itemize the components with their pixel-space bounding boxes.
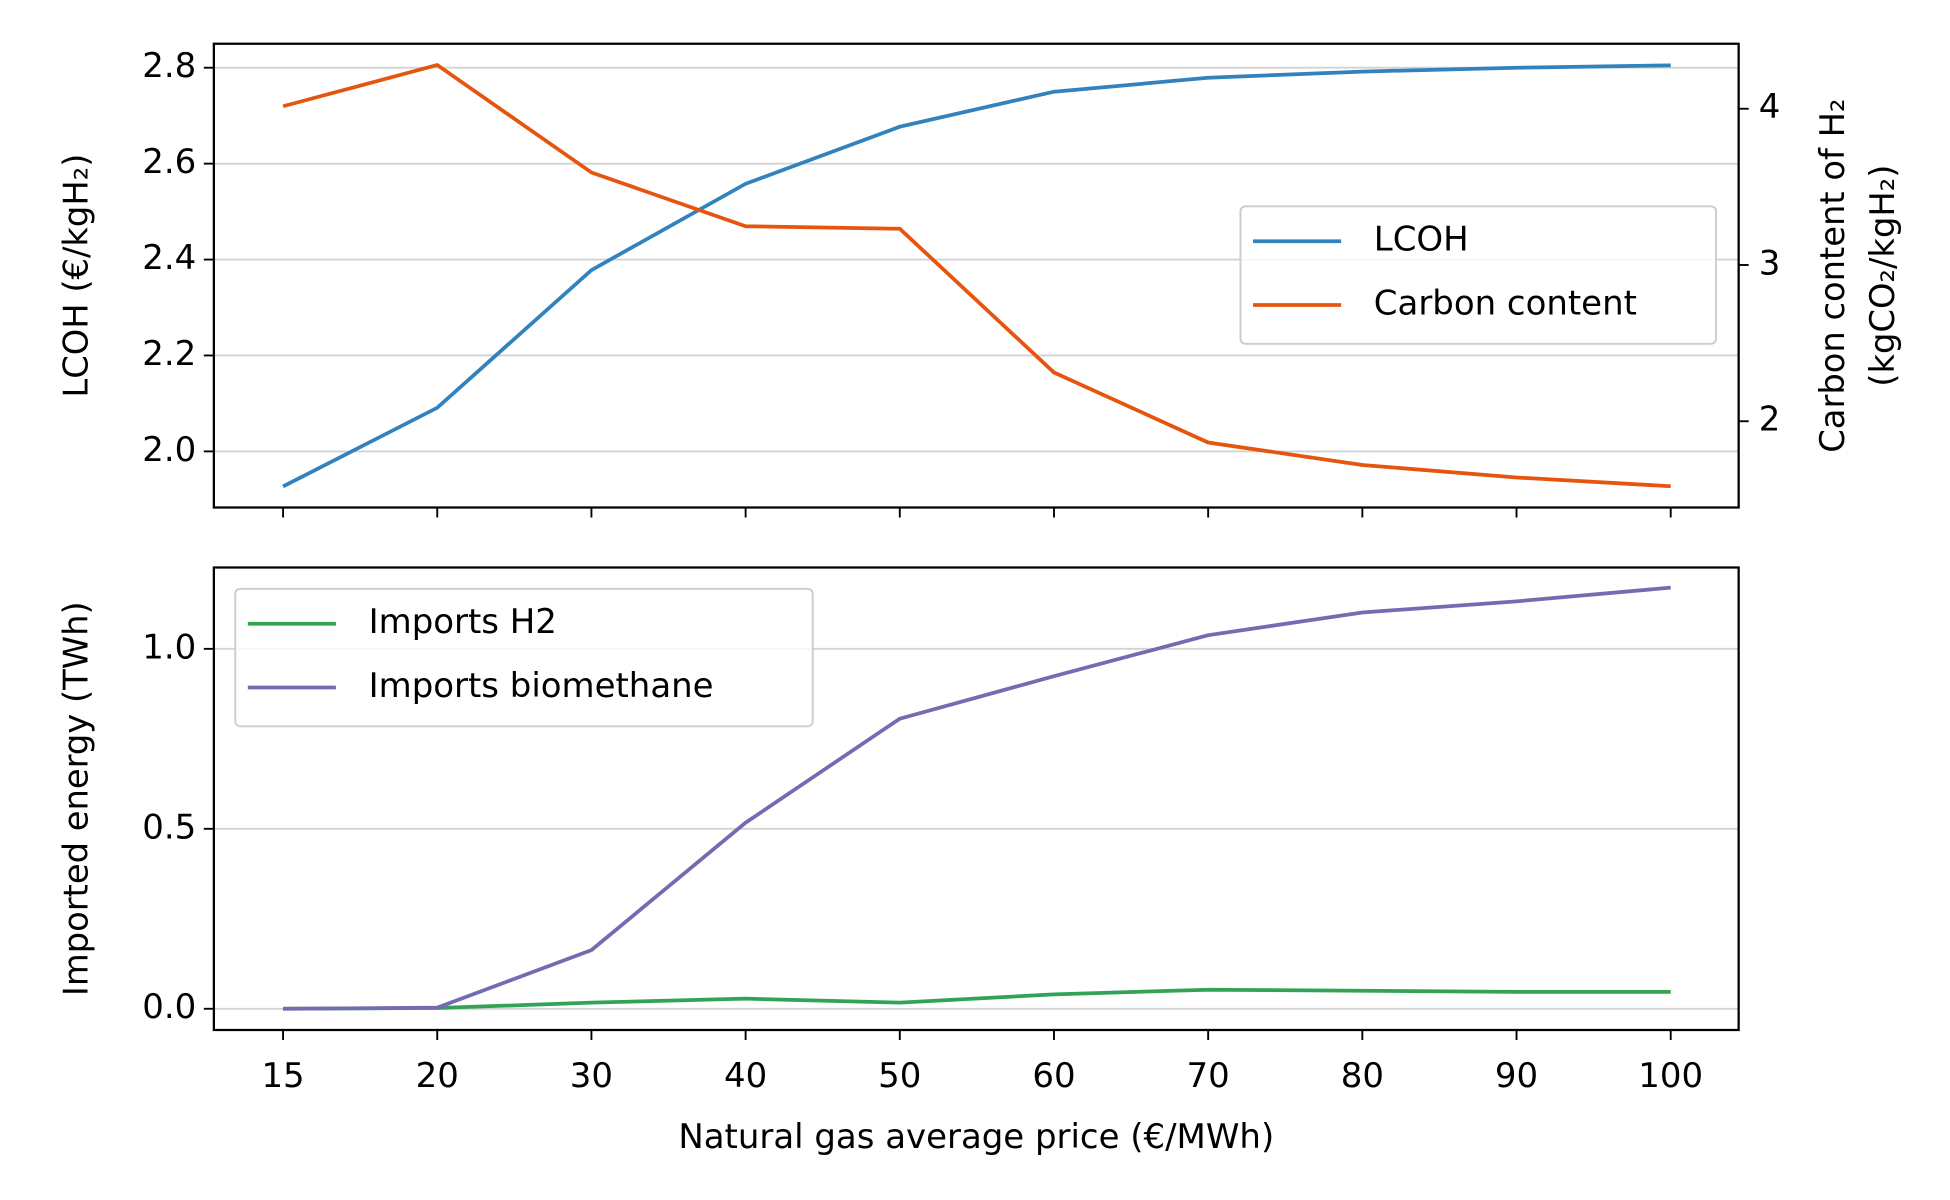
y2-tick-label: 3 — [1759, 244, 1781, 283]
legend-label: LCOH — [1374, 220, 1469, 259]
series-line — [283, 585, 1671, 1011]
y-tick-label: 2.2 — [142, 334, 196, 373]
legend-box — [1239, 205, 1717, 345]
y-tick-label: 0.0 — [142, 987, 196, 1026]
x-tick-label: 100 — [1638, 1056, 1703, 1095]
y-tick-label: 2.4 — [142, 238, 196, 277]
plot-frame — [212, 42, 1740, 509]
y-tick-label: 0.5 — [142, 807, 196, 846]
x-tick-label: 20 — [416, 1056, 459, 1095]
x-tick-label: 70 — [1187, 1056, 1230, 1095]
y2-tick-label: 4 — [1759, 87, 1781, 126]
x-tick-label: 15 — [261, 1056, 304, 1095]
legend-label: Imports H2 — [369, 602, 557, 641]
y-tick-label: 2.8 — [142, 46, 196, 85]
x-tick-label: 40 — [724, 1056, 767, 1095]
y-axis-label: Imported energy (TWh) — [56, 601, 95, 996]
series-line — [282, 62, 1671, 489]
x-tick-label: 60 — [1032, 1056, 1075, 1095]
x-tick-label: 80 — [1341, 1056, 1384, 1095]
y2-tick-label: 2 — [1759, 400, 1781, 439]
legend-label: Imports biomethane — [369, 666, 714, 705]
y-tick-label: 2.6 — [142, 142, 196, 181]
x-tick-label: 30 — [570, 1056, 613, 1095]
x-axis-label: Natural gas average price (€/MWh) — [678, 1117, 1274, 1156]
legend-box — [234, 587, 814, 728]
series-line — [283, 987, 1671, 1011]
legend-label: Carbon content — [1374, 284, 1637, 323]
x-tick-label: 90 — [1495, 1056, 1538, 1095]
x-tick-label: 50 — [878, 1056, 921, 1095]
y-axis-label: LCOH (€/kgH₂) — [56, 154, 95, 398]
y-tick-label: 1.0 — [142, 627, 196, 666]
y-tick-label: 2.0 — [142, 430, 196, 469]
series-line — [282, 63, 1671, 489]
plot-frame — [212, 566, 1740, 1032]
y2-axis-label: Carbon content of H₂ — [1813, 98, 1852, 452]
y2-axis-label: (kgCO₂/kgH₂) — [1863, 165, 1902, 387]
